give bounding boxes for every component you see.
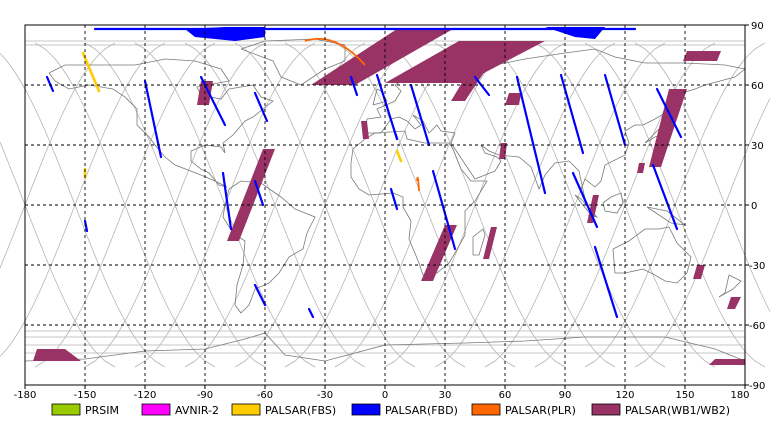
x-axis-ticks: -180 -150 -120 -90 -60 -30 0 30 60 90 12… <box>14 390 750 401</box>
legend-label: AVNIR-2 <box>175 404 219 417</box>
legend-item-palsar-fbs: PALSAR(FBS) <box>231 403 336 417</box>
fbd-swath <box>221 171 233 231</box>
wb-swath <box>361 121 369 139</box>
y-tick: -30 <box>749 261 765 272</box>
legend-swatch <box>351 403 381 416</box>
wb-swath <box>683 51 721 61</box>
legend-label: PALSAR(WB1/WB2) <box>625 404 730 417</box>
fbd-swath <box>389 187 399 211</box>
coastline <box>574 194 599 218</box>
wb-swath <box>637 163 645 173</box>
legend-swatch <box>141 403 171 416</box>
fbd-swath <box>593 245 619 319</box>
fbd-swath <box>603 73 627 147</box>
wb-swath <box>483 227 497 259</box>
wb-swath <box>693 265 705 279</box>
fbd-swath <box>655 87 683 139</box>
orbit-track <box>334 42 516 368</box>
legend-label: PALSAR(FBD) <box>385 404 458 417</box>
coastline <box>602 192 624 214</box>
y-tick: 30 <box>751 141 764 152</box>
fbd-swath <box>409 83 431 147</box>
x-tick: -120 <box>134 390 157 401</box>
legend-item-avnir2: AVNIR-2 <box>141 403 219 417</box>
fbd-swath <box>253 283 267 307</box>
legend-label: PALSAR(FBS) <box>265 404 336 417</box>
legend-swatch <box>471 403 501 416</box>
fbd-swath <box>143 79 163 159</box>
y-axis-ticks: 90 60 30 0 -30 -60 -90 <box>749 21 765 392</box>
legend-item-palsar-wb: PALSAR(WB1/WB2) <box>591 403 730 417</box>
legend-swatch <box>51 403 81 416</box>
x-tick: -180 <box>14 390 37 401</box>
fbd-swath <box>431 169 457 251</box>
fbd-swath <box>571 171 599 229</box>
legend-item-palsar-plr: PALSAR(PLR) <box>471 403 576 417</box>
coastline <box>612 226 692 284</box>
fbd-swath <box>375 73 399 141</box>
plr-swath <box>416 176 420 192</box>
graticule-grid <box>24 24 749 389</box>
fbd-swath <box>651 163 679 231</box>
legend: PRSIM AVNIR-2 PALSAR(FBS) PALSAR(FBD) PA… <box>51 403 730 417</box>
plr-swath <box>304 37 366 66</box>
x-tick: -60 <box>257 390 273 401</box>
x-tick: 120 <box>615 390 634 401</box>
coastline <box>718 274 742 298</box>
y-tick: 90 <box>751 21 764 32</box>
wb-swath <box>649 89 687 167</box>
wb-swath <box>587 195 599 223</box>
orbit-track <box>184 42 366 368</box>
wb-swath <box>227 149 275 241</box>
orbit-track <box>34 42 216 368</box>
legend-label: PRSIM <box>85 404 119 417</box>
y-tick: 0 <box>751 201 757 212</box>
fbs-swath <box>81 51 101 93</box>
y-tick: -90 <box>749 381 765 392</box>
wb-swath <box>727 297 741 309</box>
x-tick: 90 <box>559 390 572 401</box>
x-tick: 30 <box>439 390 452 401</box>
fbd-swath <box>515 75 547 195</box>
x-tick: 180 <box>730 390 749 401</box>
wb-swath <box>33 349 81 361</box>
legend-swatch <box>591 403 621 416</box>
x-tick: 150 <box>675 390 694 401</box>
fbs-swath <box>395 149 403 163</box>
legend-swatch <box>231 403 261 416</box>
map-frame <box>24 24 746 386</box>
wb-swath <box>311 29 453 85</box>
fbd-swath <box>253 179 265 207</box>
fbd-swath <box>83 219 89 233</box>
x-tick: 60 <box>499 390 512 401</box>
y-tick: 60 <box>751 81 764 92</box>
y-tick: -60 <box>749 321 765 332</box>
wb-swath <box>709 359 745 365</box>
fbd-swath <box>473 75 491 97</box>
coastline <box>350 130 488 276</box>
x-tick: -150 <box>74 390 97 401</box>
coastline <box>48 58 274 188</box>
x-tick: 0 <box>382 390 388 401</box>
orbit-track <box>484 42 666 368</box>
legend-item-palsar-fbd: PALSAR(FBD) <box>351 403 458 417</box>
fbd-swath <box>45 75 55 93</box>
legend-label: PALSAR(PLR) <box>505 404 576 417</box>
coastline <box>472 228 486 256</box>
x-tick: -90 <box>197 390 213 401</box>
wb-swath <box>421 225 457 281</box>
wb-swath <box>505 93 521 105</box>
x-tick: -30 <box>317 390 333 401</box>
fbd-swath <box>307 307 315 319</box>
coastline <box>240 38 346 86</box>
fbd-swath <box>349 75 359 97</box>
legend-item-prsim: PRSIM <box>51 403 119 417</box>
